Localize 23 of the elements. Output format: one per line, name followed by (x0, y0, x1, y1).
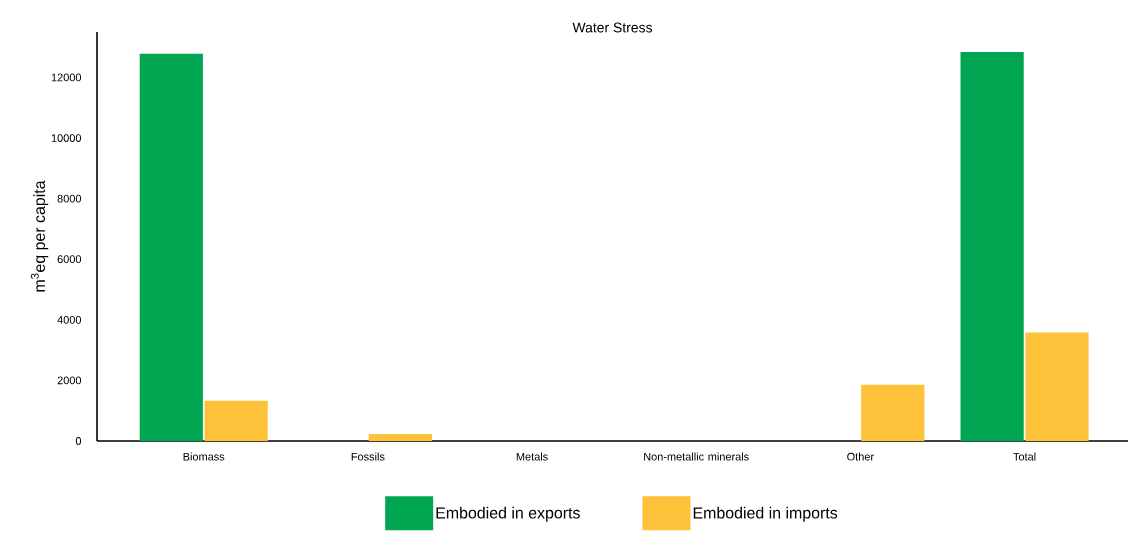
x-tick-label: Other (847, 452, 874, 461)
chart-title: Water Stress (572, 22, 653, 33)
bar (861, 384, 925, 441)
bar (139, 53, 203, 441)
y-tick-label: 10000 (51, 134, 82, 142)
y-tick-label: 2000 (57, 376, 82, 385)
bar (368, 434, 432, 441)
x-tick-label: Biomass (183, 452, 225, 461)
bar (960, 51, 1024, 441)
y-tick-label: 8000 (57, 194, 82, 203)
y-tick-label: 6000 (57, 255, 82, 264)
legend-label: Embodied in exports (436, 506, 580, 522)
bar (204, 400, 268, 441)
bar (1025, 332, 1089, 441)
legend-label: Embodied in imports (693, 506, 838, 522)
x-tick-label: Non-metallic minerals (644, 452, 749, 461)
y-tick-label: 0 (75, 437, 82, 445)
x-tick-label: Total (1013, 452, 1036, 461)
x-tick-label: Metals (516, 452, 548, 461)
y-tick-label: 4000 (57, 315, 82, 324)
x-tick-label: Fossils (351, 452, 385, 461)
y-tick-label: 12000 (51, 73, 82, 82)
y-axis-title: m$^{3}$eq per capita (30, 180, 49, 292)
